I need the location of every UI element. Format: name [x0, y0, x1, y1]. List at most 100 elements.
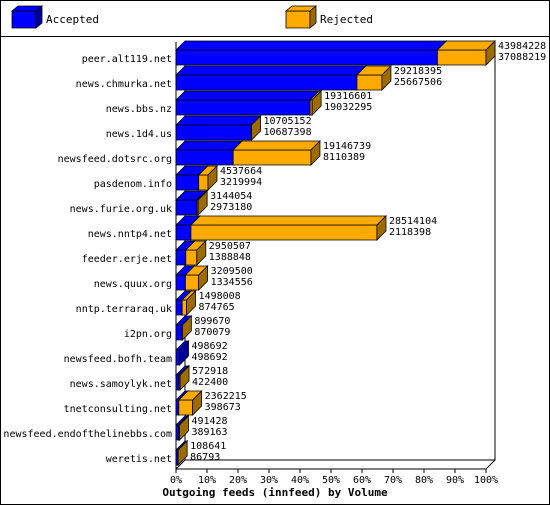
- bar-rejected: [181, 290, 197, 316]
- bar-rejected: [177, 390, 203, 416]
- legend-swatch-rejected-side: [309, 5, 317, 29]
- bar-rejected-top: [189, 215, 387, 226]
- bar-rejected-side: [207, 165, 218, 191]
- bar-rejected: [436, 40, 496, 66]
- bar-accepted: [175, 140, 244, 166]
- bar-rejected: [184, 265, 209, 291]
- legend-label-accepted: Accepted: [46, 13, 99, 26]
- category-label: weretis.net: [106, 454, 172, 465]
- bar-rejected-top: [436, 40, 496, 51]
- bar-rejected-side: [192, 390, 203, 416]
- bar-rejected-side: [251, 115, 261, 141]
- bar-rejected-side: [311, 90, 322, 116]
- data-label-total: 4537664: [220, 166, 262, 177]
- legend-item-rejected: Rejected: [284, 5, 373, 29]
- x-tick-label: 20%: [229, 475, 247, 486]
- x-tick-label: 60%: [353, 475, 371, 486]
- bar-rejected-side: [179, 415, 189, 441]
- bar-accepted-front: [175, 374, 180, 391]
- data-label-total: 10705152: [263, 116, 311, 127]
- data-label-total: 108641: [190, 441, 226, 452]
- bar-accepted-side: [179, 340, 189, 366]
- category-label: news.quux.org: [94, 279, 172, 290]
- category-label: nntp.terraraq.uk: [76, 304, 172, 315]
- data-label-total: 491428: [191, 416, 227, 427]
- bar-rejected-side: [376, 215, 387, 241]
- data-label-total: 3209500: [211, 266, 253, 277]
- bar-accepted-front: [175, 349, 180, 366]
- bar-accepted-front: [175, 324, 183, 341]
- category-label: news.samoylyk.net: [70, 379, 172, 390]
- data-label-total: 2950507: [209, 241, 251, 252]
- bar-accepted-front: [175, 199, 198, 216]
- category-label: news.nntp4.net: [88, 229, 172, 240]
- bar-rejected-side: [485, 40, 496, 66]
- x-tick-label: 30%: [260, 475, 278, 486]
- bar-accepted-top: [175, 115, 262, 126]
- data-label-accepted: 874765: [199, 302, 235, 313]
- bar-rejected-side: [177, 440, 188, 466]
- bar-rejected: [197, 165, 218, 191]
- bar-rejected: [181, 315, 193, 341]
- bar-rejected: [250, 115, 262, 141]
- category-label: news.furie.org.uk: [70, 204, 172, 215]
- data-label-total: 498692: [192, 341, 228, 352]
- bar-accepted-top: [175, 90, 321, 101]
- axis-depth-left: [175, 459, 186, 470]
- bar-accepted-front: [175, 149, 234, 166]
- category-label: news.1d4.us: [106, 129, 172, 140]
- data-label-total: 899670: [194, 316, 230, 327]
- bar-rejected-side: [310, 140, 321, 166]
- bar-rejected: [309, 90, 323, 116]
- bars: [175, 40, 496, 466]
- bar-rejected-front: [232, 149, 312, 166]
- chart-title: Outgoing feeds (innfeed) by Volume: [162, 486, 388, 499]
- data-label-total: 1498008: [199, 291, 241, 302]
- bar-rejected-front: [185, 249, 198, 266]
- x-tick-label: 10%: [198, 475, 216, 486]
- bar-rejected: [232, 140, 321, 166]
- data-label-total: 2362215: [205, 391, 247, 402]
- data-label-accepted: 2118398: [389, 227, 431, 238]
- category-label: newsfeed.endofthelinebbs.com: [3, 429, 172, 440]
- bar-rejected: [177, 415, 190, 441]
- bar-accepted-top: [175, 65, 367, 76]
- bar-rejected-front: [178, 399, 194, 416]
- x-tick-label: 90%: [446, 475, 464, 486]
- data-label-total: 28514104: [389, 216, 437, 227]
- bar-rejected-side: [196, 240, 207, 266]
- bar-rejected-side: [186, 290, 196, 316]
- bar-accepted-top: [175, 40, 448, 51]
- category-label: news.bbs.nz: [106, 104, 172, 115]
- bar-accepted-front: [175, 299, 183, 316]
- bar-accepted: [175, 340, 190, 366]
- bar-accepted: [175, 90, 321, 116]
- category-label: newsfeed.dotsrc.org: [58, 154, 172, 165]
- bar-rejected-front: [185, 274, 200, 291]
- bar-rejected-side: [181, 315, 192, 341]
- legend-item-accepted: Accepted: [10, 5, 99, 29]
- category-label: news.chmurka.net: [76, 79, 172, 90]
- axis-depth-right: [485, 459, 496, 470]
- bar-accepted-front: [175, 49, 438, 66]
- bar-accepted: [175, 65, 367, 91]
- data-label-accepted: 389163: [191, 427, 227, 438]
- data-label-accepted: 19032295: [324, 102, 372, 113]
- bar-accepted-front: [175, 274, 186, 291]
- category-label: peer.alt119.net: [82, 54, 172, 65]
- data-label-accepted: 8110389: [323, 152, 365, 163]
- bar-rejected-front: [198, 174, 209, 191]
- bar-accepted-front: [175, 99, 311, 116]
- bar-rejected: [195, 190, 209, 216]
- bar-accepted-front: [175, 424, 180, 441]
- data-label-accepted: 37088219: [498, 52, 546, 63]
- legend-swatch-rejected: [285, 10, 311, 29]
- bar-accepted-front: [175, 174, 200, 191]
- bar-accepted-front: [175, 124, 252, 141]
- data-label-total: 572918: [192, 366, 228, 377]
- legend-label-rejected: Rejected: [320, 13, 373, 26]
- data-label-total: 43984228: [498, 41, 546, 52]
- category-label: newsfeed.bofh.team: [64, 354, 172, 365]
- x-tick-label: 80%: [415, 475, 433, 486]
